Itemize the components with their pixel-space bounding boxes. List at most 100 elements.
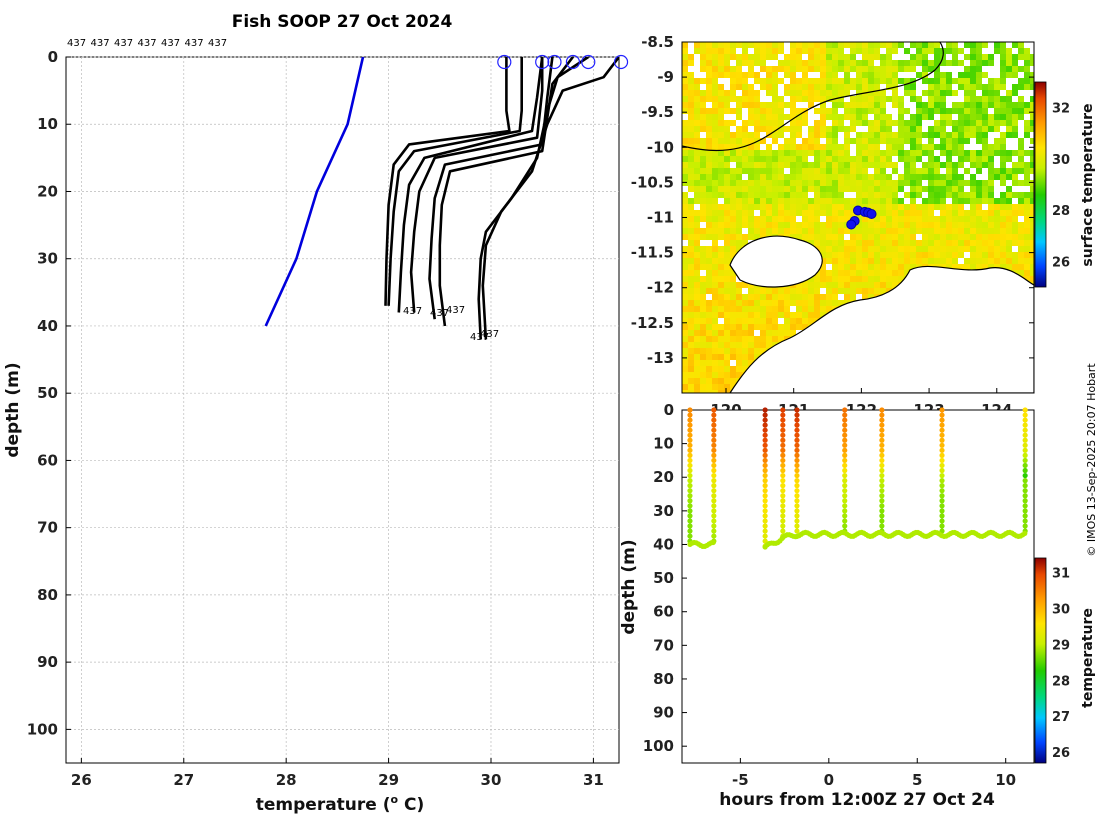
sst-cell: [970, 222, 976, 228]
sst-cell: [892, 66, 898, 72]
ts-point: [939, 518, 945, 524]
sst-cell: [892, 72, 898, 78]
sst-cell: [784, 126, 790, 132]
sst-cell: [862, 108, 868, 114]
sst-cell: [814, 144, 820, 150]
sst-cell: [778, 156, 784, 162]
ts-point: [687, 457, 693, 464]
sst-cell: [742, 42, 748, 48]
ts-point: [842, 523, 848, 529]
ts-point: [1022, 447, 1028, 453]
sst-cell: [754, 174, 760, 180]
sst-cell: [868, 288, 874, 294]
y-tick-label: 30: [37, 250, 58, 268]
sst-cell: [784, 162, 790, 168]
sst-cell: [976, 54, 982, 60]
ts-point: [711, 417, 717, 423]
sst-cell: [706, 264, 712, 270]
sst-cell: [874, 252, 880, 258]
sst-cell: [916, 132, 922, 138]
sst-cell: [736, 306, 742, 312]
sst-cell: [1000, 108, 1006, 114]
sst-cell: [862, 96, 868, 102]
sst-cell: [802, 228, 808, 234]
sst-cell: [682, 42, 688, 48]
sst-cell: [688, 294, 694, 300]
ts-point: [1022, 478, 1028, 484]
sst-cell: [880, 246, 886, 252]
ts-point: [762, 427, 768, 433]
sst-cell: [832, 108, 838, 114]
sst-cell: [958, 240, 964, 246]
ts-point: [687, 437, 693, 443]
sst-cell: [1024, 222, 1030, 228]
sst-cell: [850, 102, 856, 108]
sst-cell: [736, 144, 742, 150]
sst-cell: [1018, 198, 1024, 204]
sst-cell: [1012, 264, 1018, 270]
sst-cell: [982, 198, 988, 204]
sst-cell: [898, 186, 904, 192]
ts-point: [879, 483, 885, 489]
sst-cell: [682, 174, 688, 180]
sst-cell: [850, 84, 856, 90]
sst-cell: [1030, 72, 1034, 78]
sst-cell: [868, 294, 874, 300]
sst-cell: [982, 156, 988, 162]
sst-cell: [748, 144, 754, 150]
sst-cell: [892, 210, 898, 216]
sst-cell: [736, 168, 742, 174]
sst-cell: [1000, 252, 1006, 258]
sst-cell: [688, 366, 694, 372]
sst-cell: [976, 42, 982, 48]
sst-cell: [724, 348, 730, 354]
sst-cell: [844, 66, 850, 72]
sst-cell: [832, 240, 838, 246]
sst-cell: [880, 60, 886, 66]
sst-cell: [868, 162, 874, 168]
sst-cell: [856, 234, 862, 240]
sst-cell: [814, 90, 820, 96]
ts-point: [879, 412, 885, 418]
sst-cell: [1006, 210, 1012, 216]
ts-y-tick-label: 20: [653, 468, 674, 486]
sst-cell: [760, 162, 766, 168]
sst-cell: [898, 246, 904, 252]
sst-cell: [742, 48, 748, 54]
sst-cell: [784, 84, 790, 90]
sst-cell: [940, 174, 946, 180]
sst-cell: [766, 318, 772, 324]
ts-point: [1022, 498, 1028, 504]
sst-cell: [976, 216, 982, 222]
sst-cell: [724, 378, 730, 384]
sst-cell: [808, 276, 814, 282]
sst-cell: [832, 198, 838, 204]
sst-cell: [718, 300, 724, 306]
sst-cell: [856, 48, 862, 54]
sst-cell: [1030, 240, 1034, 246]
sst-cell: [700, 288, 706, 294]
sst-cell: [820, 60, 826, 66]
sst-cell: [820, 84, 826, 90]
sst-cell: [712, 96, 718, 102]
sst-cell: [988, 222, 994, 228]
ts-point: [939, 472, 945, 479]
sst-cell: [832, 264, 838, 270]
sst-cell: [820, 186, 826, 192]
sst-cell: [946, 42, 952, 48]
ts-point: [762, 483, 768, 489]
sst-cell: [868, 246, 874, 252]
sst-cell: [730, 144, 736, 150]
sst-cell: [1012, 114, 1018, 120]
sst-cell: [934, 156, 940, 162]
sst-cell: [868, 222, 874, 228]
sst-cell: [826, 84, 832, 90]
sst-cell: [874, 180, 880, 186]
sst-cell: [970, 258, 976, 264]
sst-cell: [760, 312, 766, 318]
sst-cell: [796, 312, 802, 318]
sst-cell: [898, 108, 904, 114]
sst-cell: [712, 162, 718, 168]
ts-point: [687, 412, 693, 418]
